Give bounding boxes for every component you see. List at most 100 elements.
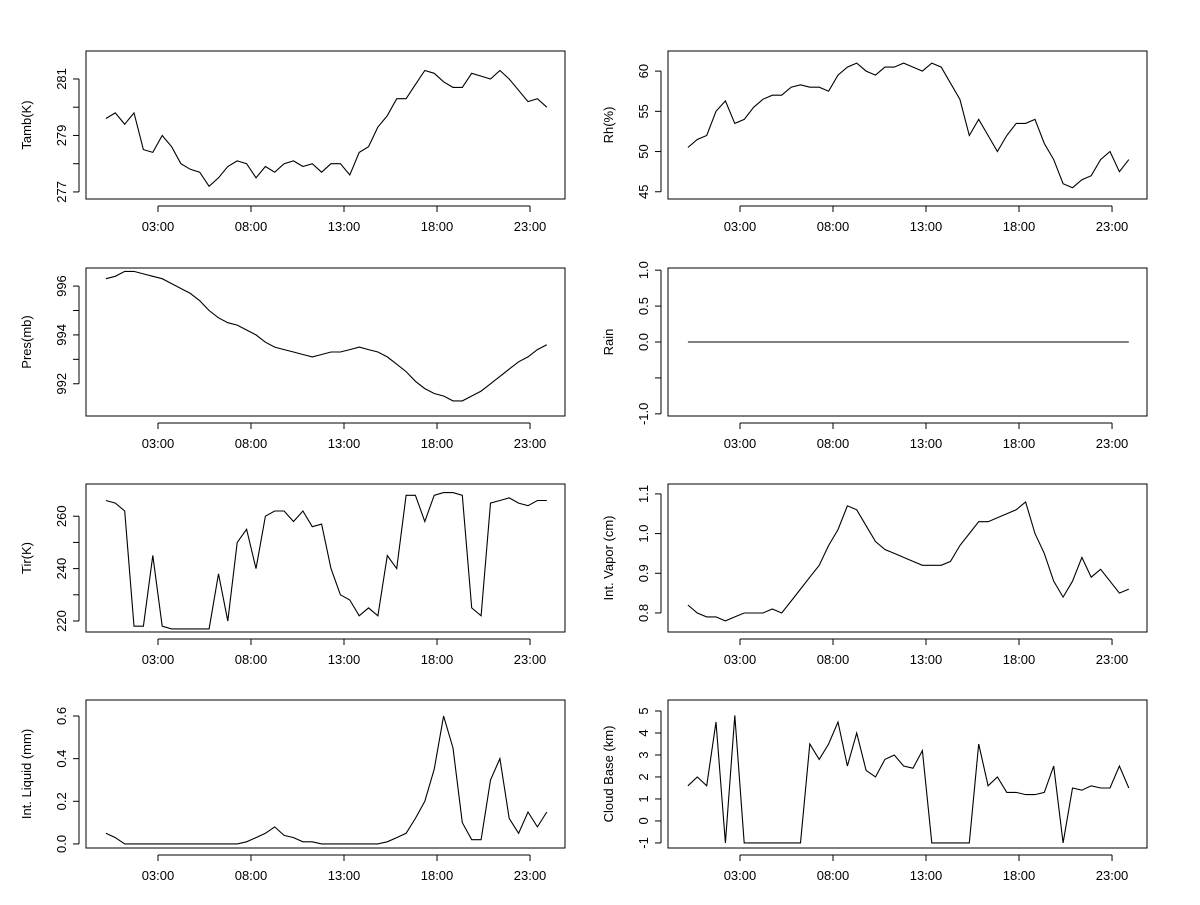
plot-frame xyxy=(85,267,566,417)
y-axis-label: Int. Vapor (cm) xyxy=(601,515,616,600)
plot-frame xyxy=(667,699,1148,849)
y-tick-label: 0.6 xyxy=(54,707,69,725)
x-tick-label: 18:00 xyxy=(421,436,454,451)
y-axis-label: Tir(K) xyxy=(19,542,34,574)
y-tick-label: 996 xyxy=(54,275,69,297)
y-tick-label: 992 xyxy=(54,373,69,395)
x-tick-label: 18:00 xyxy=(421,652,454,667)
x-tick-label: 23:00 xyxy=(514,219,547,234)
x-tick-label: 03:00 xyxy=(142,219,175,234)
y-tick-label: 279 xyxy=(54,125,69,147)
y-tick-label: 281 xyxy=(54,68,69,90)
x-tick-label: 13:00 xyxy=(328,868,361,883)
y-tick-label: 55 xyxy=(636,104,651,118)
x-tick-label: 08:00 xyxy=(817,868,850,883)
panel-cloud-base-km: 03:00 08:00 13:00 18:00 23:00 -1 0 1 2 3 4 5 Cloud B… xyxy=(601,699,1148,883)
panel-rain: 03:00 08:00 13:00 18:00 23:00 -1.0 0.0 0.5 1.0 Ra… xyxy=(601,261,1148,451)
x-tick-label: 23:00 xyxy=(1096,868,1129,883)
y-tick-label: 0.0 xyxy=(636,333,651,351)
x-tick-label: 23:00 xyxy=(1096,219,1129,234)
y-tick-label: 994 xyxy=(54,324,69,346)
y-tick-label: 2 xyxy=(636,773,651,780)
x-tick-label: 13:00 xyxy=(910,219,943,234)
y-tick-label: 4 xyxy=(636,729,651,736)
x-tick-label: 23:00 xyxy=(1096,652,1129,667)
plot-frame xyxy=(667,483,1148,633)
x-tick-label: 03:00 xyxy=(724,652,757,667)
y-axis-label: Rain xyxy=(601,329,616,356)
panel-int-vapor-cm: 03:00 08:00 13:00 18:00 23:00 0.8 0.9 1.0 1.1 Int… xyxy=(601,483,1148,667)
x-tick-label: 13:00 xyxy=(910,436,943,451)
y-tick-label: 50 xyxy=(636,144,651,158)
x-tick-label: 08:00 xyxy=(235,436,268,451)
series-line xyxy=(687,62,1130,189)
y-tick-label: 260 xyxy=(54,505,69,527)
x-tick-label: 08:00 xyxy=(817,436,850,451)
x-tick-label: 18:00 xyxy=(421,219,454,234)
panel-tamb-k: 03:00 08:00 13:00 18:00 23:00 277 279 281 Tamb(K… xyxy=(19,50,566,234)
y-axis-label: Pres(mb) xyxy=(19,315,34,368)
x-tick-label: 03:00 xyxy=(724,868,757,883)
x-tick-label: 23:00 xyxy=(514,652,547,667)
plot-frame xyxy=(85,50,566,200)
x-tick-label: 18:00 xyxy=(1003,868,1036,883)
x-tick-label: 18:00 xyxy=(1003,219,1036,234)
y-tick-label: 1.1 xyxy=(636,485,651,503)
x-tick-label: 13:00 xyxy=(328,652,361,667)
series-line xyxy=(105,492,547,630)
plot-frame xyxy=(85,699,566,849)
x-tick-label: 03:00 xyxy=(142,436,175,451)
y-tick-label: 60 xyxy=(636,64,651,78)
y-tick-label: 1.0 xyxy=(636,525,651,543)
x-tick-label: 18:00 xyxy=(1003,436,1036,451)
series-line xyxy=(105,715,548,845)
series-line xyxy=(105,270,548,402)
x-tick-label: 13:00 xyxy=(328,219,361,234)
y-tick-label: 0.4 xyxy=(54,750,69,768)
y-tick-label: 0 xyxy=(636,817,651,824)
y-tick-label: 0.5 xyxy=(636,297,651,315)
y-axis-label: Tamb(K) xyxy=(19,100,34,149)
y-axis-label: Rh(%) xyxy=(601,107,616,144)
x-tick-label: 03:00 xyxy=(142,868,175,883)
y-tick-label: 240 xyxy=(54,558,69,580)
x-tick-label: 08:00 xyxy=(235,652,268,667)
y-tick-label: 0.2 xyxy=(54,792,69,810)
y-tick-label: 1 xyxy=(636,795,651,802)
y-tick-label: -1 xyxy=(636,837,651,849)
x-tick-label: 18:00 xyxy=(421,868,454,883)
y-tick-label: 45 xyxy=(636,185,651,199)
y-tick-label: 277 xyxy=(54,181,69,203)
panel-tir-k: 03:00 08:00 13:00 18:00 23:00 220 240 260 Tir(K) xyxy=(19,483,566,667)
y-tick-label: 220 xyxy=(54,610,69,632)
panel-pres-mb: 03:00 08:00 13:00 18:00 23:00 992 994 996 Pres(m… xyxy=(19,267,566,451)
x-tick-label: 23:00 xyxy=(514,436,547,451)
x-tick-label: 13:00 xyxy=(910,868,943,883)
y-tick-label: 0.8 xyxy=(636,604,651,622)
y-axis-label: Int. Liquid (mm) xyxy=(19,729,34,819)
x-tick-label: 03:00 xyxy=(724,219,757,234)
y-tick-label: 0.0 xyxy=(54,835,69,853)
plot-frame xyxy=(85,483,566,633)
x-tick-label: 13:00 xyxy=(910,652,943,667)
y-tick-label: 5 xyxy=(636,707,651,714)
series-line xyxy=(687,715,1130,844)
x-tick-label: 08:00 xyxy=(817,652,850,667)
x-tick-label: 23:00 xyxy=(514,868,547,883)
x-tick-label: 08:00 xyxy=(235,868,268,883)
x-tick-label: 23:00 xyxy=(1096,436,1129,451)
x-tick-label: 18:00 xyxy=(1003,652,1036,667)
panel-int-liquid-mm: 03:00 08:00 13:00 18:00 23:00 0.0 0.2 0.4 0.6 Int… xyxy=(19,699,566,883)
y-tick-label: 3 xyxy=(636,751,651,758)
panel-rh: 03:00 08:00 13:00 18:00 23:00 45 50 55 60 Rh(%) xyxy=(601,50,1148,234)
x-tick-label: 03:00 xyxy=(142,652,175,667)
plot-frame xyxy=(667,50,1148,200)
plot-frame xyxy=(667,267,1148,417)
series-line xyxy=(105,69,548,188)
y-tick-label: 1.0 xyxy=(636,261,651,279)
x-tick-label: 03:00 xyxy=(724,436,757,451)
y-tick-label: -1.0 xyxy=(636,403,651,425)
x-tick-label: 13:00 xyxy=(328,436,361,451)
y-axis-label: Cloud Base (km) xyxy=(601,726,616,823)
